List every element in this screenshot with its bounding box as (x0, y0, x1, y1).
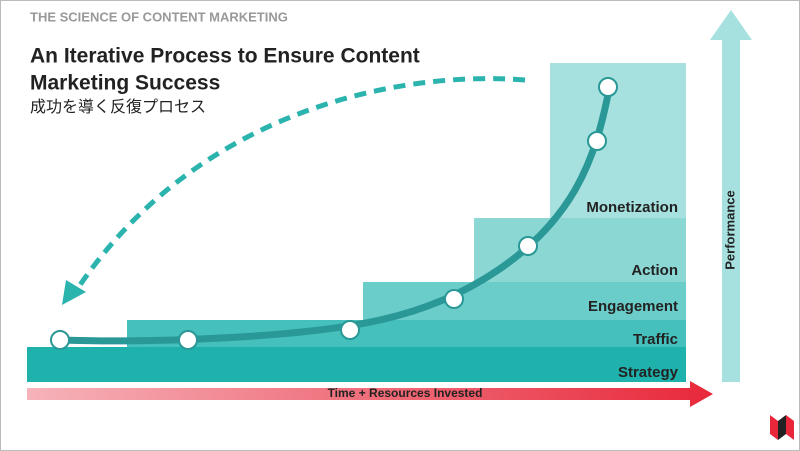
stage-label: Monetization (586, 199, 678, 216)
title: An Iterative Process to Ensure Content (30, 45, 420, 68)
step-traffic (127, 320, 686, 347)
return-arrow (77, 76, 526, 287)
stage-label: Action (631, 262, 678, 279)
subtitle: 成功を導く反復プロセス (30, 97, 206, 116)
return-arrow-head (62, 280, 86, 305)
stage-label: Traffic (633, 331, 678, 348)
step-strategy (27, 347, 686, 382)
icons (50, 77, 618, 350)
x-axis-label: Time + Resources Invested (328, 386, 483, 400)
stage-label: Engagement (588, 298, 678, 315)
logo (770, 415, 794, 440)
kicker: THE SCIENCE OF CONTENT MARKETING (30, 9, 288, 24)
step-engagement (363, 282, 686, 320)
step-action (474, 218, 686, 282)
y-axis-label: Performance (722, 190, 737, 269)
stage-label: Strategy (618, 364, 679, 381)
time-arrow (27, 381, 713, 407)
title: Marketing Success (30, 72, 220, 95)
performance-arrow (710, 10, 752, 382)
